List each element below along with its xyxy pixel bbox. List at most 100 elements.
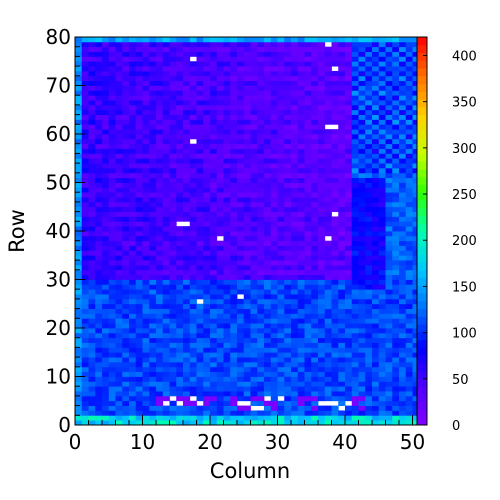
heatmap-cell	[378, 318, 386, 324]
heatmap-cell	[122, 318, 130, 324]
heatmap-cell	[358, 318, 366, 324]
heatmap-cell	[331, 158, 339, 164]
heatmap-cell	[230, 332, 238, 339]
heatmap-cell	[210, 357, 218, 363]
heatmap-cell	[142, 56, 150, 62]
heatmap-cell	[318, 391, 326, 397]
heatmap-cell	[176, 66, 184, 72]
heatmap-cell	[358, 119, 366, 125]
heatmap-cell	[169, 211, 177, 217]
heatmap-cell	[156, 158, 164, 164]
heatmap-cell	[297, 357, 305, 363]
heatmap-cell	[291, 415, 299, 421]
heatmap-cell	[75, 90, 83, 96]
heatmap-cell	[351, 221, 359, 227]
heatmap-cell	[169, 226, 177, 232]
heatmap-cell	[122, 197, 130, 203]
heatmap-cell	[102, 41, 110, 48]
heatmap-cell	[257, 371, 265, 377]
heatmap-cell	[81, 391, 89, 397]
heatmap-cell	[81, 187, 89, 193]
heatmap-cell	[351, 352, 359, 358]
heatmap-cell	[88, 201, 96, 208]
heatmap-cell	[318, 153, 326, 159]
heatmap-cell	[345, 250, 353, 256]
heatmap-cell	[95, 56, 103, 62]
heatmap-cell	[297, 410, 305, 416]
heatmap-cell	[230, 294, 238, 300]
heatmap-cell	[196, 255, 204, 261]
heatmap-cell	[405, 308, 413, 314]
heatmap-cell	[338, 109, 346, 115]
heatmap-cell	[257, 172, 265, 179]
heatmap-cell	[338, 201, 346, 208]
heatmap-cell	[108, 221, 116, 227]
heatmap-cell	[156, 104, 164, 111]
heatmap-cell	[196, 61, 204, 67]
heatmap-cell	[243, 134, 251, 140]
heatmap-cell	[196, 197, 204, 203]
heatmap-cell	[135, 119, 143, 125]
heatmap-cell	[324, 323, 332, 329]
heatmap-cell	[162, 119, 170, 125]
heatmap-cell	[358, 134, 366, 140]
heatmap-cell	[135, 61, 143, 67]
heatmap-cell	[149, 381, 157, 387]
heatmap-cell	[223, 274, 231, 280]
heatmap-cell	[277, 313, 285, 319]
heatmap-cell	[385, 104, 393, 111]
colorbar-step	[417, 417, 427, 426]
heatmap-cell	[412, 371, 420, 377]
heatmap-cell	[129, 240, 137, 246]
heatmap-cell	[324, 328, 332, 334]
heatmap-cell	[304, 371, 312, 377]
heatmap-cell	[216, 109, 224, 115]
heatmap-cell	[372, 366, 380, 373]
heatmap-cell	[318, 294, 326, 300]
heatmap-cell	[230, 51, 238, 57]
heatmap-cell	[385, 260, 393, 266]
heatmap-cell	[203, 357, 211, 363]
heatmap-cell	[176, 197, 184, 203]
heatmap-cell	[122, 274, 130, 280]
heatmap-cell	[257, 308, 265, 314]
heatmap-cell	[162, 192, 170, 198]
heatmap-cell	[270, 119, 278, 125]
heatmap-cell	[324, 216, 332, 222]
heatmap-cell	[284, 153, 292, 159]
heatmap-cell	[169, 56, 177, 62]
heatmap-cell	[318, 95, 326, 101]
heatmap-cell	[250, 114, 258, 120]
heatmap-cell	[358, 158, 366, 164]
heatmap-cell	[81, 352, 89, 358]
heatmap-cell	[230, 274, 238, 280]
heatmap-cell	[405, 148, 413, 154]
heatmap-cell	[183, 376, 191, 382]
heatmap-cell	[304, 197, 312, 203]
heatmap-cell	[75, 279, 83, 285]
heatmap-cell	[257, 240, 265, 246]
heatmap-cell	[284, 211, 292, 217]
heatmap-cell	[183, 37, 191, 43]
heatmap-cell	[378, 303, 386, 309]
heatmap-cell	[277, 216, 285, 222]
heatmap-cell	[304, 381, 312, 387]
heatmap-cell	[345, 167, 353, 174]
heatmap-cell	[399, 201, 407, 208]
heatmap-cell	[358, 211, 366, 217]
heatmap-cell	[156, 153, 164, 159]
heatmap-cell	[203, 95, 211, 101]
heatmap-cell	[237, 201, 245, 208]
heatmap-cell	[392, 298, 400, 305]
heatmap-cell	[405, 177, 413, 183]
heatmap-cell	[115, 201, 123, 208]
heatmap-cell	[115, 37, 123, 43]
heatmap-cell	[216, 328, 224, 334]
heatmap-cell	[230, 405, 238, 411]
heatmap-cell	[95, 342, 103, 348]
heatmap-cell	[129, 158, 137, 164]
heatmap-cell	[385, 80, 393, 86]
heatmap-cell	[237, 119, 245, 125]
heatmap-cell	[297, 298, 305, 305]
